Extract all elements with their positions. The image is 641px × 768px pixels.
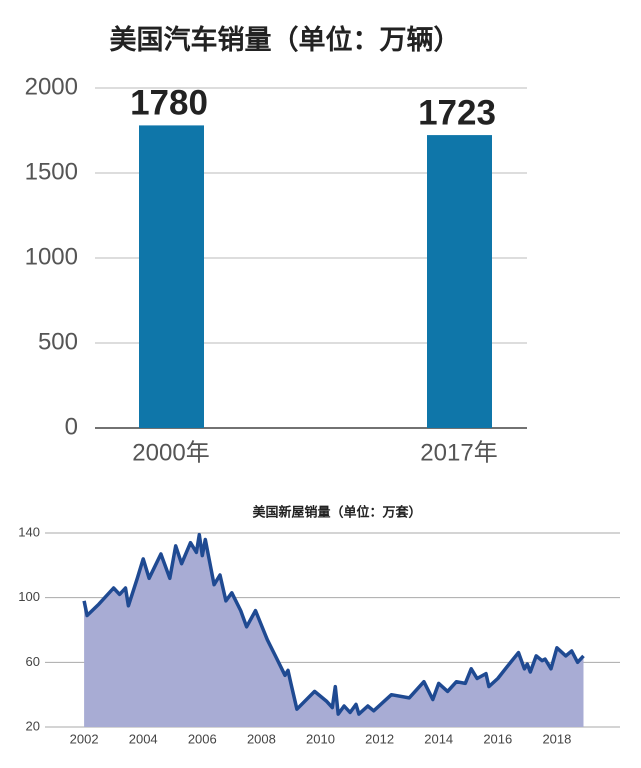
y-tick-label: 500 [38,328,78,355]
bar [139,125,204,429]
x-tick-label: 2018 [542,731,571,746]
chart-title: 美国汽车销量（单位：万辆） [110,24,461,55]
x-tick-label: 2010 [306,731,335,746]
bar [427,135,492,428]
y-tick-label: 2000 [25,73,78,100]
x-tick-label: 2014 [424,731,453,746]
y-tick-label: 1500 [25,158,78,185]
data-label: 1780 [130,84,208,123]
area [84,534,584,727]
x-tick-label: 2002 [70,731,99,746]
x-tick-label: 2000年 [132,439,209,466]
x-tick-label: 2004 [129,731,158,746]
y-tick-label: 140 [18,524,40,539]
x-tick-label: 2006 [188,731,217,746]
y-tick-label: 1000 [25,243,78,270]
x-tick-label: 2008 [247,731,276,746]
x-tick-label: 2017年 [420,439,497,466]
y-tick-label: 20 [26,718,40,733]
y-tick-label: 60 [26,654,40,669]
x-tick-label: 2012 [365,731,394,746]
data-label: 1723 [418,93,496,132]
x-tick-label: 2016 [483,731,512,746]
line [82,532,585,716]
y-tick-label: 100 [18,589,40,604]
chart-title: 美国新屋销量（单位：万套） [252,504,421,519]
y-tick-label: 0 [65,413,78,440]
